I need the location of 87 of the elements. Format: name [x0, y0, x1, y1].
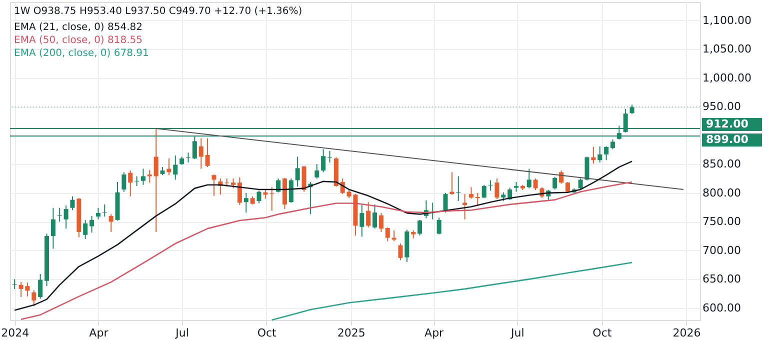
candlestick — [134, 176, 140, 187]
candlestick — [50, 207, 56, 250]
candlestick — [198, 138, 204, 170]
candlestick — [256, 190, 262, 204]
y-tick-label: 1,050.00 — [702, 42, 752, 56]
candlestick — [314, 164, 320, 180]
candlestick — [90, 215, 94, 234]
chart-title: 1W O938.75 H953.40 L937.50 C949.70 +12.70 (+1.36%) — [14, 6, 302, 17]
y-tick-label: 850.00 — [702, 158, 741, 171]
candlestick — [96, 207, 100, 220]
candlestick — [494, 178, 500, 200]
candlestick — [83, 219, 88, 240]
candlestick — [288, 178, 294, 204]
x-tick-label: Oct — [592, 326, 612, 340]
candlestick — [64, 205, 68, 230]
candlestick — [559, 170, 564, 184]
ref-line-label: 912.00 — [706, 118, 749, 131]
candlestick — [231, 178, 236, 189]
x-tick-label: Apr — [89, 326, 109, 340]
candlestick — [186, 152, 190, 163]
y-tick-label: 700.00 — [702, 244, 741, 257]
text: EMA (200, close, 0) 678.91 — [14, 48, 149, 59]
ref-line-label: 899.00 — [706, 132, 749, 146]
x-tick-label: Jul — [510, 326, 524, 340]
y-tick-label: 750.00 — [702, 215, 741, 228]
x-tick-label: 2024 — [1, 326, 30, 340]
candlestick — [372, 204, 378, 230]
candlestick — [237, 176, 242, 206]
candlestick — [212, 174, 216, 196]
candlestick — [128, 170, 133, 197]
candlestick — [418, 219, 422, 236]
candlestick — [102, 204, 107, 217]
x-tick-label: 2026 — [672, 326, 701, 340]
candlestick — [436, 217, 442, 235]
candlestick — [488, 180, 493, 192]
x-tick-label: Apr — [424, 326, 444, 340]
candlestick — [154, 128, 158, 233]
candlestick — [244, 192, 248, 213]
candlestick — [443, 192, 448, 213]
candlestick — [70, 196, 75, 211]
line-series — [14, 160, 633, 311]
candlestick — [482, 184, 486, 199]
candlestick — [122, 172, 126, 192]
y-tick-label: 1,100.00 — [702, 14, 752, 27]
candlestick — [360, 204, 364, 238]
candlestick — [302, 165, 306, 192]
candlestick — [578, 178, 583, 190]
candlestick — [468, 186, 474, 200]
candlestick — [173, 155, 178, 180]
candlestick — [32, 290, 36, 307]
line-series — [271, 262, 633, 321]
candlestick — [526, 168, 532, 189]
x-tick-label: Jul — [174, 326, 189, 340]
x-tick-label: 2025 — [337, 326, 366, 340]
candlestick — [598, 146, 602, 163]
candlestick — [552, 176, 558, 190]
candlestick — [270, 186, 274, 212]
candlestick — [378, 212, 384, 233]
candlestick — [140, 168, 146, 186]
y-tick-label: 600.00 — [702, 301, 741, 314]
candlestick — [584, 156, 590, 181]
x-tick-label: Oct — [257, 326, 278, 340]
candlestick — [57, 207, 62, 222]
candlestick — [533, 178, 538, 191]
candlestick — [327, 150, 332, 163]
candlestick — [366, 202, 371, 228]
text: EMA (50, close, 0) 818.55 — [14, 35, 142, 46]
candlestick — [205, 138, 210, 168]
y-tick-label: 650.00 — [702, 272, 741, 286]
candlestick — [276, 178, 281, 193]
candlestick — [12, 278, 17, 290]
candlestick — [108, 214, 114, 233]
line-series — [20, 181, 633, 320]
candlestick — [321, 148, 326, 173]
candlestick — [398, 243, 403, 261]
candlestick — [610, 138, 615, 150]
candlestick — [604, 146, 609, 161]
candlestick — [385, 226, 390, 242]
candlestick — [462, 194, 468, 220]
candlestick — [630, 104, 634, 114]
candlestick — [456, 176, 461, 202]
y-tick-label: 950.00 — [702, 100, 741, 114]
candlestick — [295, 156, 300, 188]
candlestick — [38, 273, 43, 300]
y-tick-label: 800.00 — [702, 186, 741, 200]
text: EMA (21, close, 0) 854.82 — [14, 22, 142, 33]
y-tick-label: 1,000.00 — [702, 71, 752, 84]
